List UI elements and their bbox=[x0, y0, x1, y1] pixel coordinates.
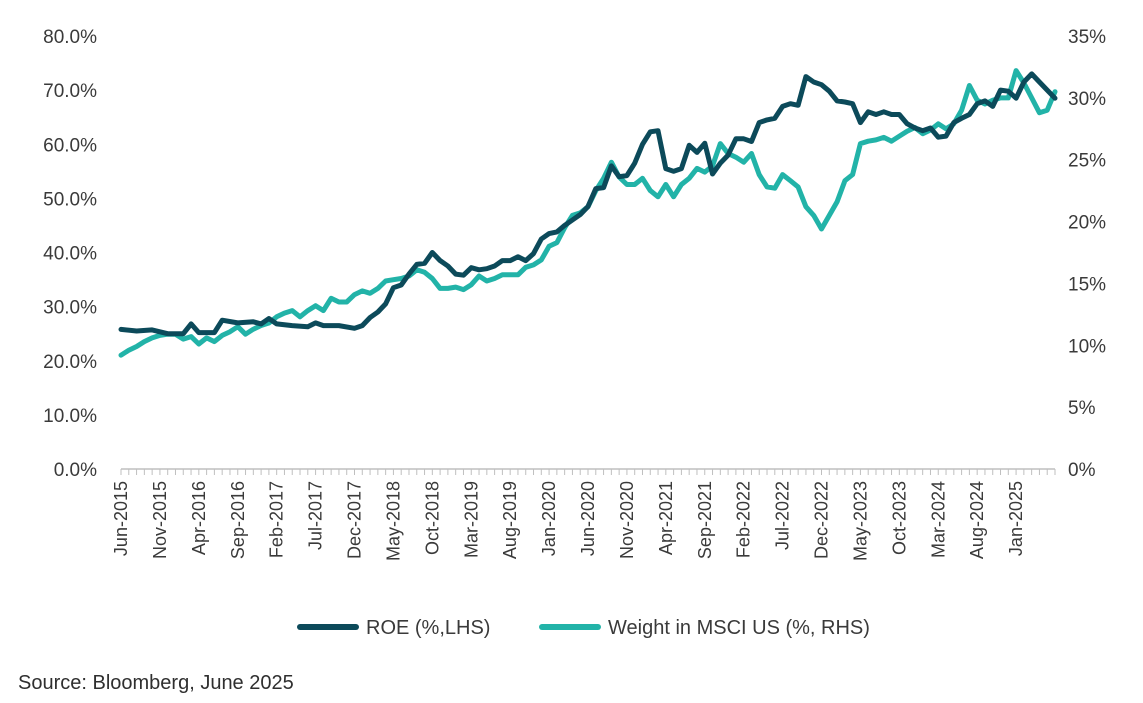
y-right-tick-label: 25% bbox=[1068, 151, 1106, 172]
y-right-tick-label: 35% bbox=[1068, 27, 1106, 48]
x-tick-label: Apr-2021 bbox=[656, 481, 676, 555]
x-tick-label: Aug-2019 bbox=[500, 481, 520, 559]
y-left-tick-label: 0.0% bbox=[54, 460, 97, 481]
x-tick-label: Oct-2018 bbox=[422, 481, 442, 555]
x-tick-label: Sep-2021 bbox=[695, 481, 715, 559]
weight-series-line bbox=[118, 68, 1058, 358]
x-tick-label: Mar-2019 bbox=[461, 481, 481, 558]
y-right-tick-label: 15% bbox=[1068, 274, 1106, 295]
y-left-tick-label: 40.0% bbox=[43, 244, 97, 265]
x-tick-label: Jan-2020 bbox=[539, 481, 559, 556]
x-tick-label: Jun-2015 bbox=[111, 481, 131, 556]
y-left-tick-label: 60.0% bbox=[43, 135, 97, 156]
x-tick-label: May-2023 bbox=[850, 481, 870, 561]
y-left-tick-label: 20.0% bbox=[43, 352, 97, 373]
y-left-tick-label: 50.0% bbox=[43, 189, 97, 210]
y-right-tick-label: 30% bbox=[1068, 89, 1106, 110]
roe-series-line bbox=[118, 71, 1058, 337]
y-right-tick-label: 10% bbox=[1068, 336, 1106, 357]
x-tick-label: Nov-2015 bbox=[150, 481, 170, 559]
x-tick-label: Jul-2017 bbox=[306, 481, 326, 550]
y-right-tick-label: 0% bbox=[1068, 460, 1096, 481]
x-tick-label: Jun-2020 bbox=[578, 481, 598, 556]
x-tick-label: Jan-2025 bbox=[1006, 481, 1026, 556]
y-left-tick-label: 10.0% bbox=[43, 406, 97, 427]
legend-roe-label: ROE (%,LHS) bbox=[366, 617, 490, 639]
x-tick-label: Dec-2017 bbox=[345, 481, 365, 559]
y-left-tick-label: 70.0% bbox=[43, 81, 97, 102]
x-tick-label: Feb-2022 bbox=[734, 481, 754, 558]
y-right-tick-label: 5% bbox=[1068, 398, 1096, 419]
y-left-tick-label: 30.0% bbox=[43, 298, 97, 319]
x-tick-label: Sep-2016 bbox=[228, 481, 248, 559]
x-tick-label: Apr-2016 bbox=[189, 481, 209, 555]
y-right-tick-label: 20% bbox=[1068, 213, 1106, 234]
x-tick-label: Jul-2022 bbox=[773, 481, 793, 550]
source-note: Source: Bloomberg, June 2025 bbox=[18, 672, 294, 694]
x-tick-label: Aug-2024 bbox=[967, 481, 987, 559]
x-tick-label: May-2018 bbox=[383, 481, 403, 561]
x-tick-label: Feb-2017 bbox=[267, 481, 287, 558]
x-tick-label: Nov-2020 bbox=[617, 481, 637, 559]
x-tick-label: Dec-2022 bbox=[812, 481, 832, 559]
y-left-tick-label: 80.0% bbox=[43, 27, 97, 48]
x-tick-label: Mar-2024 bbox=[928, 481, 948, 558]
x-tick-label: Oct-2023 bbox=[889, 481, 909, 555]
legend-weight-label: Weight in MSCI US (%, RHS) bbox=[608, 617, 870, 639]
